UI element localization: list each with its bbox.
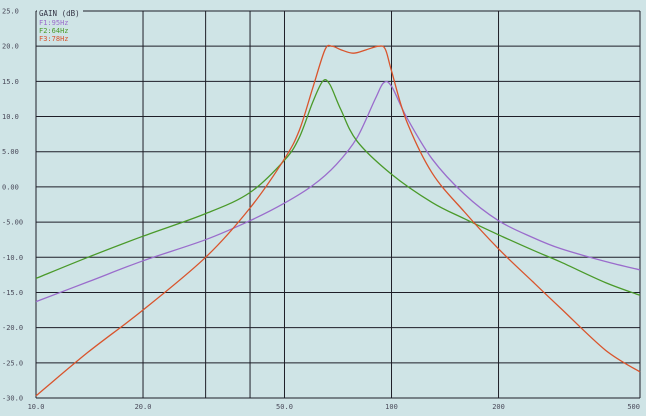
- series-lines: [35, 44, 641, 397]
- y-tick-label: 25.0: [2, 8, 19, 16]
- plot-area: [36, 11, 640, 398]
- y-tick-labels: 25.0 20.0 15.0 10.0 5.00 0.00 -5.00 -10.0 -15.0 -…: [2, 8, 23, 403]
- x-tick-label: 50.0: [276, 403, 293, 411]
- y-tick-label: 0.00: [2, 183, 19, 191]
- y-tick-label: -20.0: [2, 324, 23, 332]
- x-tick-label: 20.0: [135, 403, 152, 411]
- chart-title: GAIN (dB): [39, 9, 80, 18]
- chart-title-group: GAIN (dB): [37, 9, 83, 18]
- y-tick-label: 10.0: [2, 113, 19, 121]
- x-tick-label: 10.0: [28, 403, 45, 411]
- series-line-1: [35, 80, 641, 303]
- x-tick-labels: 10.0 20.0 50.0 100 200 500: [28, 403, 640, 411]
- y-tick-label: -15.0: [2, 289, 23, 297]
- series-line-2: [35, 79, 641, 296]
- x-tick-label: 200: [492, 403, 505, 411]
- series-line-3: [35, 44, 641, 397]
- legend-entry: F2:64Hz: [39, 27, 69, 35]
- y-tick-label: 15.0: [2, 78, 19, 86]
- gridlines: [35, 10, 641, 399]
- x-tick-label: 100: [385, 403, 398, 411]
- y-tick-label: -30.0: [2, 395, 23, 403]
- y-tick-label: -10.0: [2, 254, 23, 262]
- x-tick-label: 500: [627, 403, 640, 411]
- legend-entry: F3:78Hz: [39, 35, 69, 43]
- y-tick-label: 5.00: [2, 148, 19, 156]
- y-tick-label: -25.0: [2, 359, 23, 367]
- y-tick-label: 20.0: [2, 43, 19, 51]
- y-tick-label: -5.00: [2, 219, 23, 227]
- legend-entry: F1:95Hz: [39, 19, 69, 27]
